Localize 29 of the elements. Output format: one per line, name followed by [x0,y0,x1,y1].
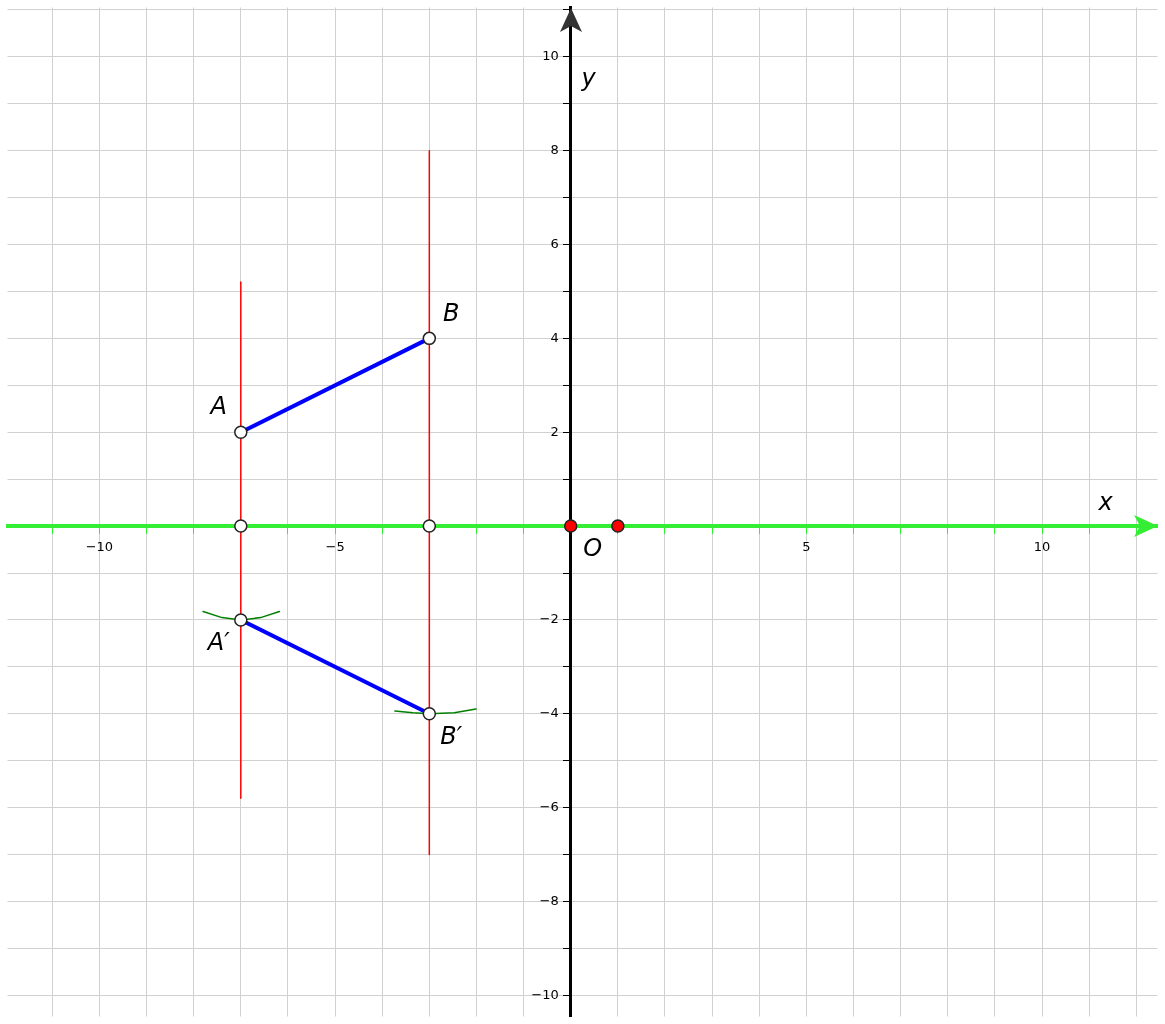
point [563,519,578,533]
annotation: B′ [440,722,463,751]
x-axis-title: x [1097,488,1114,517]
point [611,519,625,533]
point [422,331,437,346]
y-tick-label: −10 [531,986,559,1002]
y-tick-label: 10 [542,48,559,64]
annotation: A′ [205,628,231,657]
y-tick-label: 2 [550,423,559,439]
y-tick-label: 6 [550,235,559,251]
point [234,613,248,627]
y-tick-label: −4 [539,705,559,721]
y-tick-label: −2 [539,611,559,627]
annotation: O [583,534,603,563]
x-tick-label: −10 [85,539,114,555]
x-tick-label: −5 [325,539,345,555]
annotation: B [443,298,460,327]
y-tick-label: 4 [550,329,559,345]
point [234,425,248,439]
x-tick-label: 10 [1033,539,1051,555]
x-tick-label: 5 [802,539,811,555]
y-axis-title: y [580,63,597,92]
point [234,519,248,533]
y-tick-label: −8 [539,892,559,908]
y-tick-label: −6 [539,799,559,815]
point [422,519,437,533]
point [422,707,437,721]
annotation: A [208,392,228,421]
y-tick-label: 8 [550,142,559,158]
